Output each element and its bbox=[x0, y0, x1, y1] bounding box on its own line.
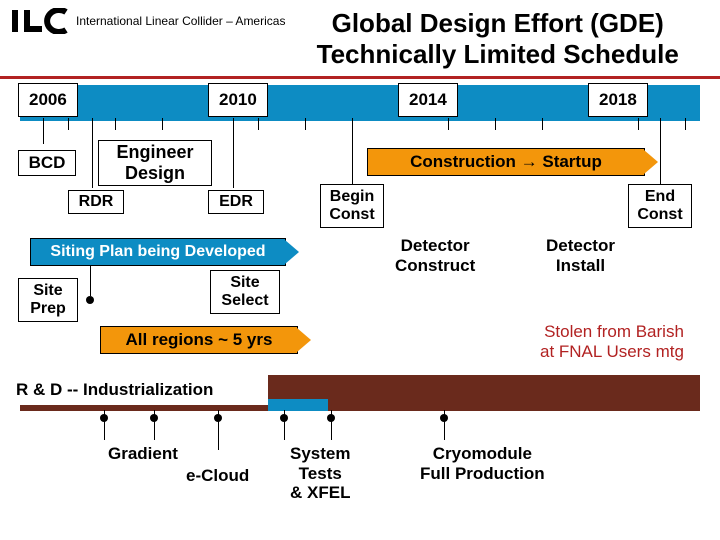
site-prep-box: Site Prep bbox=[18, 278, 78, 322]
all-regions-arrow: All regions ~ 5 yrs bbox=[100, 326, 298, 354]
detector-construct-label: Detector Construct bbox=[395, 236, 475, 275]
rd-box: R & D -- Industrialization bbox=[8, 375, 268, 405]
tick bbox=[115, 118, 116, 130]
tick bbox=[495, 118, 496, 130]
tick bbox=[542, 118, 543, 130]
year-2018: 2018 bbox=[588, 83, 648, 117]
line bbox=[660, 118, 661, 188]
line bbox=[43, 118, 44, 144]
red-divider bbox=[0, 76, 720, 79]
line bbox=[218, 410, 219, 450]
marker bbox=[86, 296, 94, 304]
line bbox=[233, 118, 234, 188]
tick bbox=[68, 118, 69, 130]
line bbox=[352, 118, 353, 188]
blue-strip bbox=[268, 399, 328, 411]
line bbox=[104, 410, 105, 440]
line bbox=[154, 410, 155, 440]
ecloud-label: e-Cloud bbox=[186, 466, 249, 486]
line bbox=[331, 410, 332, 440]
bcd-box: BCD bbox=[18, 150, 76, 176]
tick bbox=[448, 118, 449, 130]
header: International Linear Collider – Americas… bbox=[0, 0, 720, 74]
construction-arrow: Construction → Startup bbox=[367, 148, 645, 176]
year-2006: 2006 bbox=[18, 83, 78, 117]
ilc-logo bbox=[10, 8, 70, 34]
tick bbox=[638, 118, 639, 130]
year-2010: 2010 bbox=[208, 83, 268, 117]
engineer-design-box: Engineer Design bbox=[98, 140, 212, 186]
tick bbox=[258, 118, 259, 130]
line bbox=[284, 410, 285, 440]
rdr-box: RDR bbox=[68, 190, 124, 214]
credit-note: Stolen from Barish at FNAL Users mtg bbox=[540, 322, 684, 363]
gradient-label: Gradient bbox=[108, 444, 178, 464]
detector-install-label: Detector Install bbox=[546, 236, 615, 275]
year-2014: 2014 bbox=[398, 83, 458, 117]
cryomodule-label: Cryomodule Full Production bbox=[420, 444, 545, 483]
page-title: Global Design Effort (GDE) Technically L… bbox=[285, 8, 710, 70]
begin-const-box: Begin Const bbox=[320, 184, 384, 228]
site-select-box: Site Select bbox=[210, 270, 280, 314]
end-const-box: End Const bbox=[628, 184, 692, 228]
logo-subtitle: International Linear Collider – Americas bbox=[76, 14, 285, 28]
line bbox=[92, 118, 93, 188]
tick bbox=[162, 118, 163, 130]
tick bbox=[305, 118, 306, 130]
siting-arrow: Siting Plan being Developed bbox=[30, 238, 286, 266]
logo-block: International Linear Collider – Americas bbox=[10, 8, 285, 34]
line bbox=[444, 410, 445, 440]
edr-box: EDR bbox=[208, 190, 264, 214]
line bbox=[90, 266, 91, 296]
tick bbox=[685, 118, 686, 130]
system-tests-label: System Tests & XFEL bbox=[290, 444, 350, 503]
